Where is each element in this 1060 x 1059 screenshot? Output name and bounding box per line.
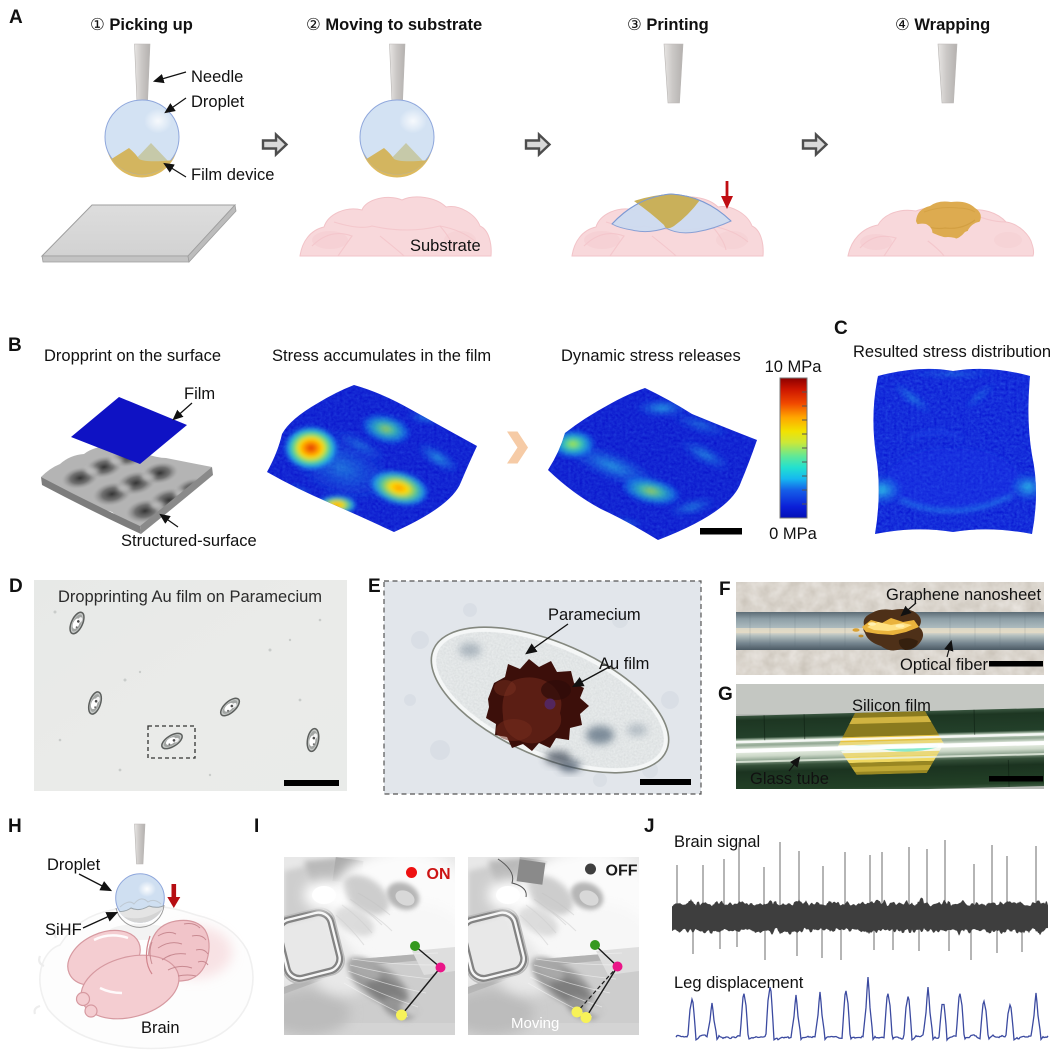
svg-text:Film device: Film device [191, 166, 274, 184]
svg-text:Brain: Brain [141, 1019, 180, 1037]
svg-text:Needle: Needle [191, 68, 243, 86]
svg-text:Silicon film: Silicon film [852, 697, 931, 715]
svg-text:Brain signal: Brain signal [674, 833, 760, 851]
svg-text:C: C [834, 318, 848, 339]
svg-text:SiHF: SiHF [45, 921, 82, 939]
svg-text:F: F [719, 579, 731, 600]
svg-text:OFF: OFF [606, 863, 638, 880]
svg-text:④ Wrapping: ④ Wrapping [895, 16, 990, 34]
svg-text:Glass tube: Glass tube [750, 770, 829, 788]
svg-text:10 MPa: 10 MPa [765, 358, 823, 376]
svg-text:Au film: Au film [599, 655, 649, 673]
svg-text:H: H [8, 816, 22, 837]
svg-text:① Picking up: ① Picking up [90, 16, 193, 34]
svg-text:Structured-surface: Structured-surface [121, 532, 257, 550]
svg-text:Dropprint on the surface: Dropprint on the surface [44, 347, 221, 365]
svg-text:A: A [9, 7, 23, 28]
svg-text:Droplet: Droplet [47, 856, 101, 874]
svg-text:Moving: Moving [511, 1015, 559, 1032]
svg-text:Optical fiber: Optical fiber [900, 656, 989, 674]
svg-text:G: G [718, 684, 733, 705]
svg-text:Paramecium: Paramecium [548, 606, 641, 624]
svg-text:E: E [368, 576, 381, 597]
svg-text:Droplet: Droplet [191, 93, 245, 111]
svg-text:ON: ON [427, 866, 451, 883]
svg-text:J: J [644, 816, 655, 837]
svg-text:② Moving to substrate: ② Moving to substrate [306, 16, 482, 34]
svg-text:Graphene nanosheet: Graphene nanosheet [886, 586, 1041, 604]
svg-text:I: I [254, 816, 259, 837]
svg-text:Leg displacement: Leg displacement [674, 974, 804, 992]
svg-text:Substrate: Substrate [410, 237, 481, 255]
svg-text:B: B [8, 335, 22, 356]
svg-text:Dynamic stress releases: Dynamic stress releases [561, 347, 741, 365]
svg-text:Resulted stress distribution: Resulted stress distribution [853, 343, 1051, 361]
svg-text:③ Printing: ③ Printing [627, 16, 709, 34]
svg-text:Dropprinting Au film on Parame: Dropprinting Au film on Paramecium [58, 588, 322, 606]
svg-text:0 MPa: 0 MPa [769, 525, 818, 543]
svg-text:Film: Film [184, 385, 215, 403]
svg-text:Stress accumulates in the film: Stress accumulates in the film [272, 347, 491, 365]
svg-text:D: D [9, 576, 23, 597]
